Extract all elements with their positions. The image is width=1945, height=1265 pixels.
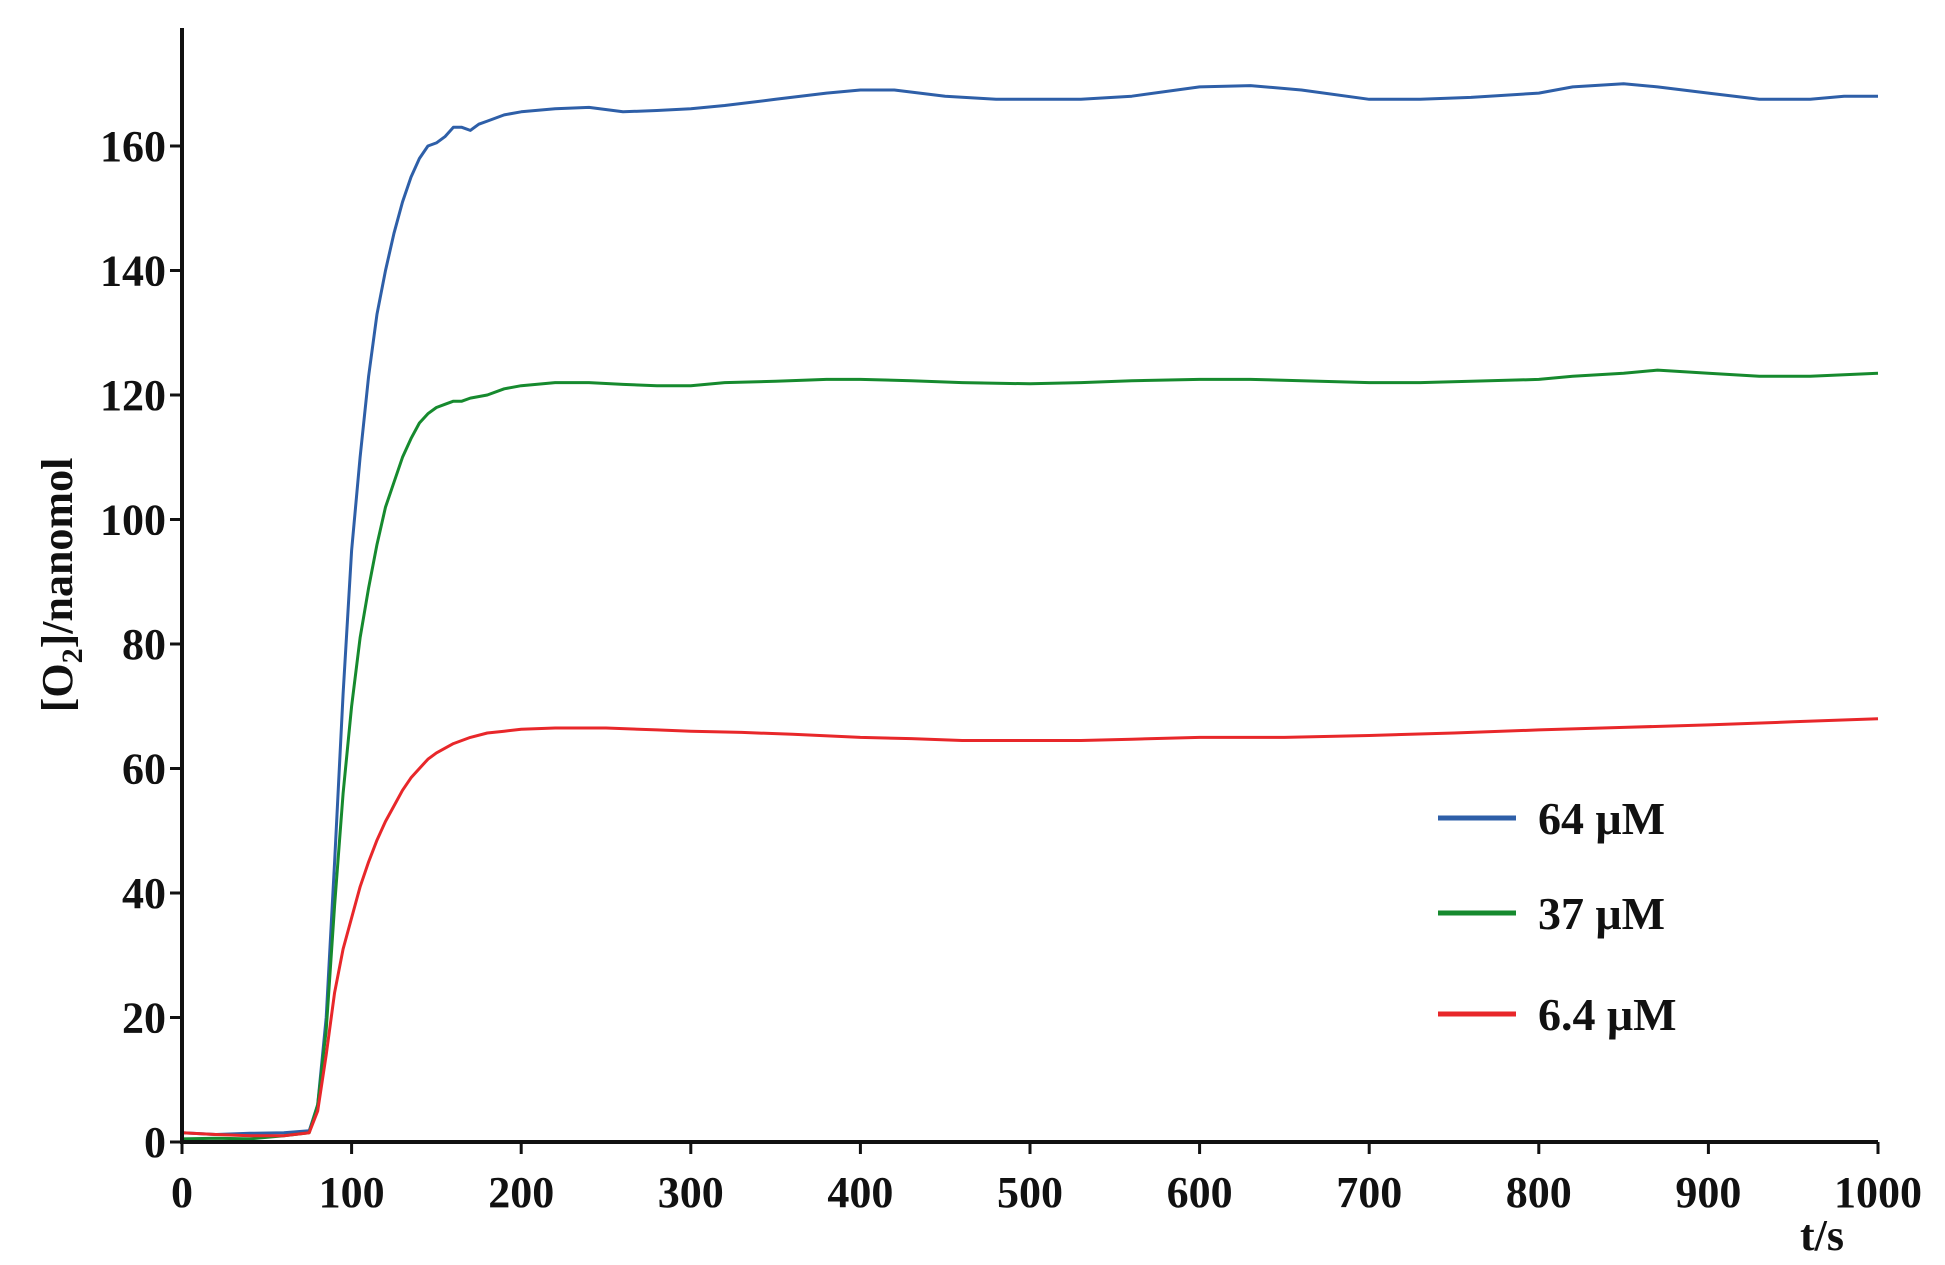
- series-line-1: [181, 368, 1879, 1141]
- y-tick-label: 60: [122, 745, 166, 794]
- x-tick-label: 900: [1675, 1168, 1741, 1217]
- y-tick-label: 0: [144, 1118, 166, 1167]
- y-tick-label: 80: [122, 620, 166, 669]
- y-tick-label: 160: [100, 122, 166, 171]
- x-tick-label: 800: [1506, 1168, 1572, 1217]
- y-tick-label: 120: [100, 371, 166, 420]
- y-axis-title: [O2]/nanomol: [33, 458, 89, 713]
- y-tick-label: 100: [100, 496, 166, 545]
- x-tick-label: 600: [1167, 1168, 1233, 1217]
- x-ticks: 0 100 200 300 400 500 600 700 800 900 1000: [171, 1142, 1922, 1217]
- legend-label-6-4uM: 6.4 μM: [1538, 989, 1677, 1040]
- series-line-0: [181, 82, 1878, 1136]
- x-tick-label: 500: [997, 1168, 1063, 1217]
- series-line-2: [181, 717, 1879, 1138]
- x-tick-label: 100: [319, 1168, 385, 1217]
- x-axis-title: t/s: [1800, 1211, 1844, 1260]
- y-axis-title-main: [O: [33, 663, 82, 712]
- axes-layer: [180, 28, 1878, 1144]
- x-tick-label: 0: [171, 1168, 193, 1217]
- series-layer: [181, 82, 1879, 1141]
- x-tick-label: 400: [827, 1168, 893, 1217]
- y-axis-title-subscript: 2: [56, 648, 89, 663]
- y-tick-label: 140: [100, 247, 166, 296]
- y-ticks: 0 20 40 60 80 100 120 140 160: [100, 122, 182, 1167]
- x-tick-label: 1000: [1834, 1168, 1922, 1217]
- legend-label-37uM: 37 μM: [1538, 888, 1665, 939]
- legend-label-64uM: 64 μM: [1538, 793, 1665, 844]
- x-tick-label: 700: [1336, 1168, 1402, 1217]
- x-tick-label: 300: [658, 1168, 724, 1217]
- y-tick-label: 20: [122, 994, 166, 1043]
- y-axis-title-rest: ]/nanomol: [33, 458, 82, 649]
- legend: 64 μM 37 μM 6.4 μM: [1438, 793, 1677, 1040]
- y-tick-label: 40: [122, 869, 166, 918]
- x-tick-label: 200: [488, 1168, 554, 1217]
